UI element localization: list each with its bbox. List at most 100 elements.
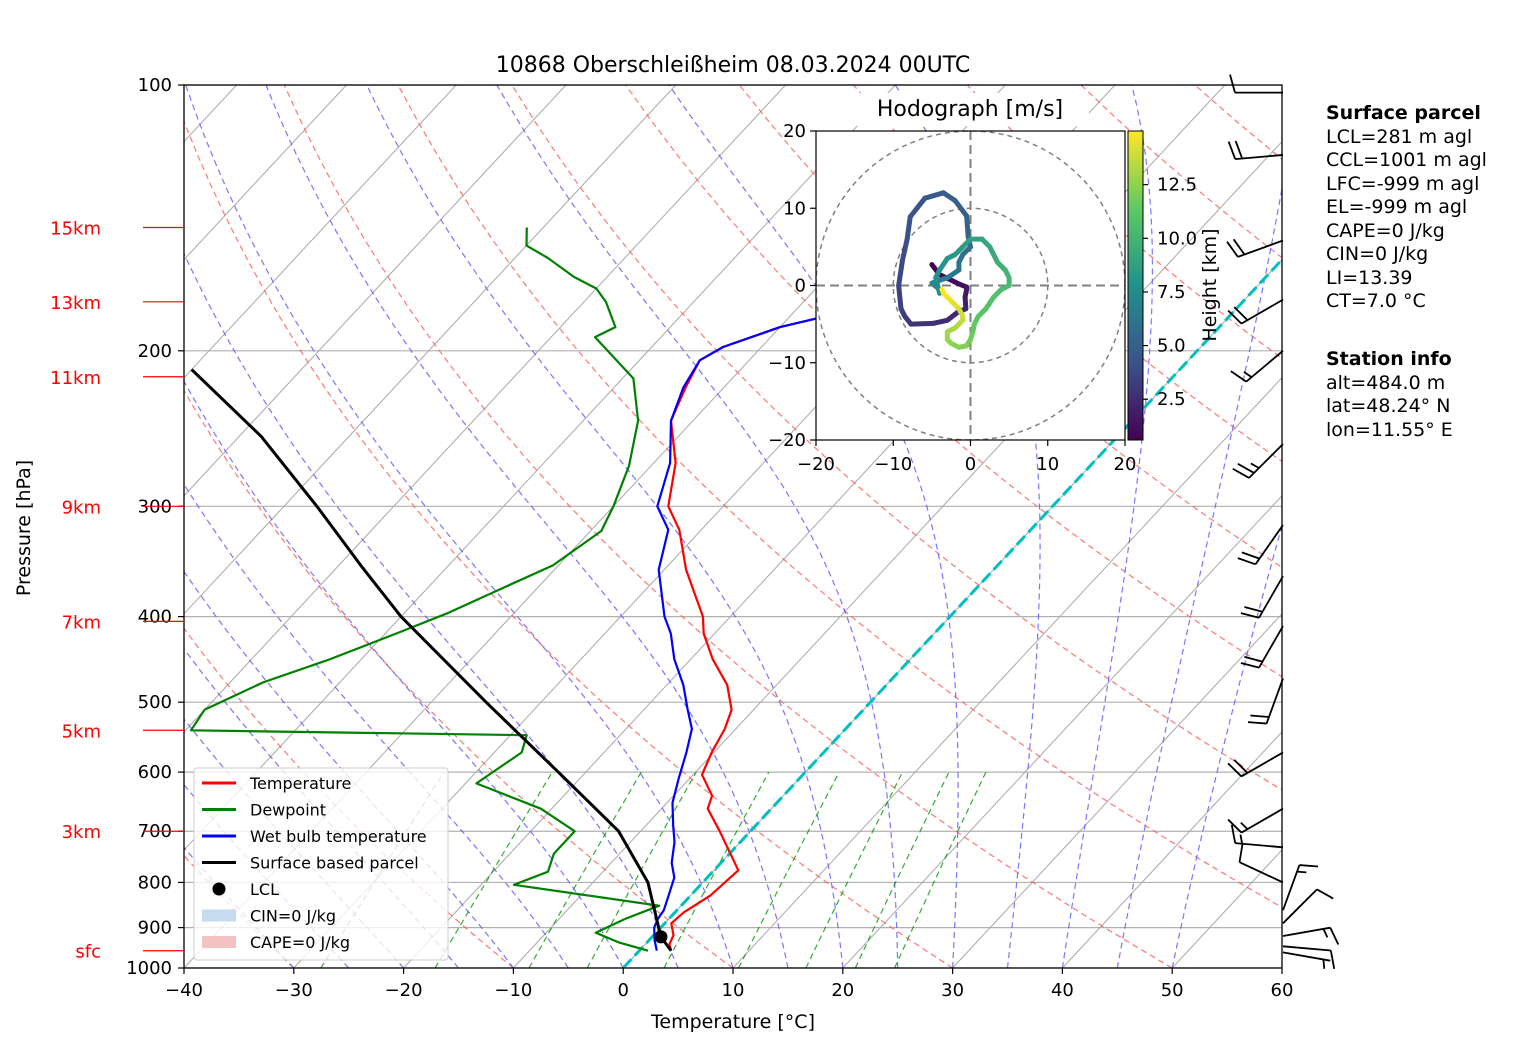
wind-barb-staff — [1282, 864, 1301, 911]
moist-adiabat — [184, 570, 514, 968]
wind-barbs — [1226, 74, 1340, 970]
wind-barb-staff — [1282, 945, 1331, 952]
wind-barb-flag — [1232, 467, 1250, 479]
wind-barb-flag — [1244, 656, 1263, 663]
hodograph-x-tick-label: 0 — [965, 454, 976, 475]
legend-swatch — [202, 909, 236, 922]
isotherm-line — [842, 495, 1282, 968]
isotherm-line — [184, 85, 347, 261]
wind-barb-flag — [1238, 843, 1244, 863]
y-tick-label: 500 — [138, 692, 172, 713]
wind-barb-half-flag — [1243, 371, 1253, 378]
height-label: 11km — [50, 368, 101, 389]
legend-swatch — [202, 936, 236, 948]
height-label: 5km — [62, 721, 101, 742]
hodograph-trace — [908, 320, 936, 327]
wind-barb-half-flag — [1240, 821, 1249, 830]
moist-adiabat — [1061, 85, 1153, 968]
wind-barb — [1232, 443, 1284, 479]
x-tick-label: −40 — [165, 980, 203, 1001]
colorbar-tick-label: 5.0 — [1157, 336, 1186, 357]
wind-barb-staff — [1237, 239, 1284, 258]
y-tick-label: 800 — [138, 872, 172, 893]
dry-adiabat — [511, 85, 1282, 791]
hodograph-y-tick-label: 20 — [783, 121, 806, 142]
moist-adiabat — [184, 380, 624, 968]
parcel-cin: CIN=0 J/kg — [1326, 243, 1429, 265]
hodograph-trace — [933, 275, 943, 296]
wind-barb — [1227, 751, 1284, 778]
dry-adiabat — [184, 119, 953, 968]
wind-barb-staff — [1258, 575, 1284, 619]
wind-barb-staff — [1282, 926, 1331, 937]
wind-barb-staff — [1240, 807, 1284, 834]
wind-barb-flag — [1227, 309, 1243, 325]
x-axis-label: Temperature [°C] — [650, 1011, 815, 1033]
y-tick-label: 100 — [138, 75, 172, 96]
legend-label: Temperature — [249, 774, 351, 793]
wind-barb-staff — [1265, 678, 1284, 724]
isotherm-line — [1062, 731, 1282, 968]
height-label: sfc — [75, 942, 101, 963]
wind-barb-flag — [1227, 762, 1243, 778]
wind-barb-half-flag — [1250, 462, 1260, 469]
legend: Temperature Dewpoint Wet bulb temperature S… — [193, 767, 449, 961]
mixing-ratio-line — [434, 771, 553, 968]
mixing-ratio-line — [854, 771, 950, 968]
wind-barb-flag — [1237, 557, 1256, 566]
wind-barb-flag — [1227, 818, 1243, 834]
hodograph-y-tick-label: 10 — [783, 198, 806, 219]
wind-barb-flag — [1234, 140, 1243, 159]
height-label: 9km — [62, 497, 101, 518]
moist-adiabat — [184, 252, 679, 968]
legend-label: Surface based parcel — [250, 854, 419, 873]
x-tick-label: −10 — [494, 980, 532, 1001]
x-tick-label: 30 — [941, 980, 964, 1001]
wind-barb — [1226, 238, 1284, 258]
wind-barb-staff — [1235, 842, 1284, 849]
wind-barb-flag — [1230, 824, 1237, 844]
hodograph-trace — [896, 283, 904, 312]
legend-label: Wet bulb temperature — [250, 827, 427, 846]
wind-barb — [1247, 678, 1284, 725]
hodograph-trace — [896, 257, 906, 288]
hodograph-trace — [907, 195, 928, 220]
y-tick-label: 200 — [138, 341, 172, 362]
legend-label: Dewpoint — [250, 801, 326, 820]
isotherm-line — [732, 376, 1282, 968]
wind-barb — [1230, 350, 1284, 383]
colorbar-tick-label: 12.5 — [1157, 175, 1197, 196]
wind-barb — [1237, 524, 1284, 566]
moist-adiabat — [496, 85, 899, 968]
station-info-title: Station info — [1326, 348, 1452, 370]
isotherm-line — [184, 85, 567, 497]
wind-barb-flag — [1230, 370, 1247, 383]
x-tick-label: −30 — [275, 980, 313, 1001]
wind-barb-half-flag — [1296, 870, 1307, 874]
wind-barb-flag — [1241, 551, 1260, 560]
hodograph-y-tick-label: 0 — [795, 276, 806, 297]
isotherm-line — [184, 85, 677, 615]
wind-barb — [1240, 625, 1284, 669]
surface-parcel-box: Surface parcel LCL=281 m agl CCL=1001 m … — [1326, 102, 1487, 314]
wind-barb-staff — [1239, 861, 1284, 884]
wind-barb — [1230, 824, 1284, 849]
moist-adiabat — [1116, 184, 1282, 968]
wind-barb-flag — [1244, 606, 1263, 613]
hodograph-title: Hodograph [m/s] — [877, 97, 1063, 122]
wind-barb-flag — [1240, 612, 1260, 619]
colorbar — [1127, 130, 1144, 441]
wind-barb-flag — [1233, 306, 1249, 321]
wind-barb — [1282, 888, 1334, 924]
moist-adiabat — [265, 85, 789, 968]
x-tick-label: 10 — [722, 980, 745, 1001]
wind-barb — [1238, 843, 1284, 884]
chart-title: 10868 Oberschleißheim 08.03.2024 00UTC — [496, 53, 971, 78]
y-tick-label: 600 — [138, 762, 172, 783]
x-tick-label: 0 — [617, 980, 628, 1001]
legend-label: CAPE=0 J/kg — [250, 933, 350, 952]
x-tick-label: 40 — [1051, 980, 1074, 1001]
profile-dewpoint — [189, 227, 661, 952]
axes: −40 −30 −20 −10 0 10 20 30 40 50 60100200300400500… — [50, 75, 1293, 1001]
